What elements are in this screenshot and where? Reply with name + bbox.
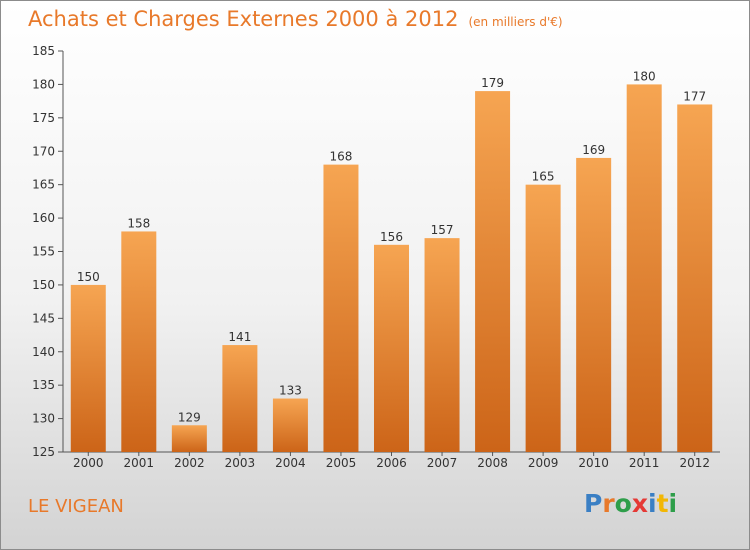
x-tick-label: 2006 (376, 456, 407, 470)
bar (576, 157, 612, 452)
chart-subtitle: (en milliers d'€) (468, 15, 563, 29)
bar (525, 184, 561, 452)
x-tick-label: 2005 (326, 456, 357, 470)
x-tick-label: 2004 (275, 456, 306, 470)
bar (374, 244, 409, 452)
y-tick-label: 135 (32, 378, 55, 392)
data-label: 157 (431, 223, 454, 237)
bar (677, 104, 713, 452)
x-tick-label: 2012 (679, 456, 710, 470)
y-tick-label: 130 (32, 412, 55, 426)
logo-letter: t (656, 489, 669, 518)
y-tick-label: 175 (32, 111, 55, 125)
data-label: 133 (279, 384, 302, 398)
y-tick-label: 180 (32, 77, 55, 91)
logo-letter: i (668, 489, 678, 518)
bar (272, 398, 308, 452)
bar (70, 284, 106, 452)
data-label: 129 (178, 410, 201, 424)
x-tick-label: 2009 (528, 456, 559, 470)
x-tick-label: 2011 (629, 456, 660, 470)
y-tick-label: 125 (32, 445, 55, 459)
data-label: 156 (380, 230, 403, 244)
data-label: 165 (532, 170, 555, 184)
y-tick-label: 155 (32, 245, 55, 259)
bar (323, 164, 359, 452)
bar (171, 425, 207, 452)
axes: 125 130 135 140 145 150 155 160 165 170 175 180 185 2… (32, 44, 720, 470)
logo-letter: i (648, 489, 657, 518)
logo-letter: r (602, 489, 615, 518)
y-tick-label: 140 (32, 345, 55, 359)
x-tick-label: 2001 (124, 456, 155, 470)
data-label: 177 (683, 89, 706, 103)
logo-letter: x (631, 489, 648, 518)
x-tick-label: 2007 (427, 456, 458, 470)
data-label: 141 (228, 330, 251, 344)
y-tick-label: 145 (32, 311, 55, 325)
x-tick-label: 2000 (73, 456, 104, 470)
y-tick-label: 165 (32, 178, 55, 192)
x-tick-label: 2008 (477, 456, 508, 470)
y-tick-label: 185 (32, 44, 55, 58)
bar (626, 84, 662, 453)
data-label: 158 (127, 216, 150, 230)
title-row: Achats et Charges Externes 2000 à 2012 (e… (28, 7, 563, 31)
y-tick-label: 170 (32, 144, 55, 158)
x-tick-label: 2002 (174, 456, 205, 470)
bars (70, 84, 713, 453)
proxiti-logo: Proxiti (584, 489, 677, 518)
data-labels: 150 158 129 141 133 168 156 157 179 165 169 180 177 (77, 69, 706, 424)
data-label: 180 (633, 69, 656, 83)
logo-letter: P (584, 489, 603, 518)
bar (424, 238, 460, 452)
data-label: 179 (481, 76, 504, 90)
bar (222, 345, 258, 452)
y-tick-label: 150 (32, 278, 55, 292)
chart-title: Achats et Charges Externes 2000 à 2012 (28, 7, 459, 31)
x-tick-label: 2010 (578, 456, 609, 470)
data-label: 169 (582, 143, 605, 157)
y-tick-label: 160 (32, 211, 55, 225)
logo-letter: o (614, 489, 632, 518)
bar (475, 91, 511, 452)
bar (121, 231, 157, 452)
data-label: 168 (330, 150, 353, 164)
x-tick-label: 2003 (225, 456, 256, 470)
data-label: 150 (77, 270, 100, 284)
commune-name: LE VIGEAN (28, 496, 124, 517)
